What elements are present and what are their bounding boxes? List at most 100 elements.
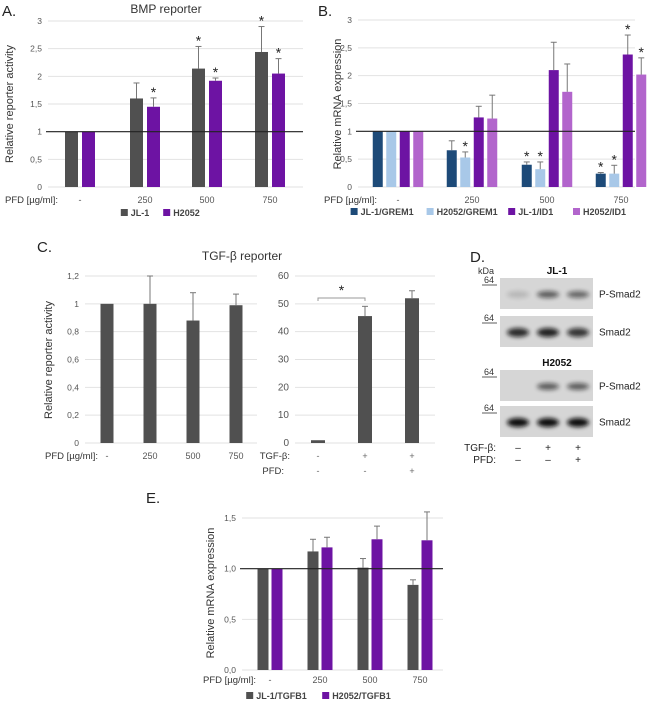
bar	[421, 540, 433, 670]
y-axis-label: Relative reporter activity	[4, 45, 16, 163]
y-tick-label: 2,5	[30, 44, 42, 54]
category-label: 500	[185, 451, 200, 461]
legend-swatch	[350, 208, 358, 215]
bar	[521, 164, 532, 187]
bar	[255, 51, 268, 188]
protein-label: P-Smad2	[599, 382, 641, 393]
bar	[147, 106, 160, 187]
category-label: +	[362, 451, 367, 461]
kda-marker: 64	[484, 403, 494, 413]
condition-value: +	[575, 443, 581, 454]
blot-band	[537, 328, 559, 337]
x-axis-label: PFD [µg/ml]:	[45, 451, 98, 462]
bar	[407, 584, 419, 670]
kda-marker: 64	[484, 313, 494, 323]
bar	[372, 131, 383, 187]
legend-swatch	[573, 208, 580, 215]
legend-item: H2052/TGFB1	[322, 691, 391, 701]
chart-title: BMP reporter	[130, 2, 201, 16]
y-tick-label: 3	[37, 16, 42, 26]
row-label: PFD:	[262, 466, 284, 477]
western-blot: kDa JL-1 64 P-Smad2 64 Smad2 H2052 64 P-Smad2 64 S…	[464, 266, 641, 466]
significance-bracket	[317, 297, 366, 301]
y-tick-label: 3	[347, 15, 352, 25]
condition-label: TGF-β:	[464, 443, 496, 454]
blot-band	[507, 291, 529, 298]
blot-band	[537, 383, 559, 390]
y-tick-label: 0,2	[67, 410, 79, 420]
significance-star: *	[463, 138, 469, 154]
legend-item: JL-1/GREM1	[350, 207, 414, 217]
legend-item: JL-1/TGFB1	[246, 691, 307, 701]
blot-band	[567, 328, 589, 337]
y-tick-label: 40	[278, 327, 290, 338]
kda-label: kDa	[478, 266, 494, 276]
panel-label-e: E.	[146, 490, 160, 507]
significance-star: *	[524, 148, 530, 164]
bar	[595, 173, 606, 187]
category-label: 750	[228, 451, 243, 461]
cell-line-label: H2052	[542, 358, 572, 369]
panel-label-b: B.	[318, 3, 332, 20]
category-label: 250	[137, 195, 152, 205]
bar	[357, 567, 369, 670]
condition-value: +	[545, 443, 551, 454]
bar	[473, 117, 484, 187]
y-tick-label: 2,5	[340, 43, 352, 53]
significance-star: *	[612, 151, 618, 167]
y-tick-label: 50	[278, 299, 290, 310]
y-tick-label: 1,2	[67, 271, 79, 281]
legend-label: H2052	[173, 208, 200, 218]
y-tick-label: 0,5	[30, 154, 42, 164]
kda-marker: 64	[484, 367, 494, 377]
y-tick-label: 0,8	[67, 327, 79, 337]
protein-label: Smad2	[599, 328, 631, 339]
y-tick-label: 0	[37, 182, 42, 192]
panel-label-d: D.	[470, 249, 485, 266]
blot-band	[567, 418, 589, 427]
chart-4: 0,0 0,5 1,0 1,5 Relative mRNA expression - 250…	[203, 511, 443, 701]
y-tick-label: 1	[347, 126, 352, 136]
panel-label-c: C.	[37, 239, 52, 256]
category-label: -	[397, 195, 400, 205]
legend-swatch	[120, 209, 128, 216]
significance-star: *	[213, 64, 219, 80]
legend-swatch	[508, 208, 516, 215]
bar	[100, 303, 114, 443]
category-label: 750	[613, 195, 628, 205]
significance-star: *	[259, 13, 265, 29]
blot-band	[507, 418, 529, 427]
condition-value: +	[575, 455, 581, 466]
bar	[413, 131, 424, 187]
bar	[65, 131, 78, 187]
y-tick-label: 0	[283, 438, 289, 449]
y-tick-label: 20	[278, 382, 290, 393]
y-tick-label: 0	[74, 438, 79, 448]
bar	[446, 150, 457, 187]
y-tick-label: 60	[278, 271, 290, 282]
blot-band	[537, 291, 559, 298]
kda-marker: 64	[484, 275, 494, 285]
category-label: -	[269, 675, 272, 685]
blot-band	[567, 291, 589, 298]
bar	[82, 131, 95, 187]
y-axis-label: Relative reporter activity	[43, 301, 55, 419]
x-axis-label: PFD [µg/ml]:	[324, 195, 377, 206]
category-label: +	[409, 451, 414, 461]
y-tick-label: 30	[278, 355, 290, 366]
x-axis-label: PFD [µg/ml]:	[203, 675, 256, 686]
y-tick-label: 0,5	[224, 614, 236, 624]
bar	[636, 74, 647, 187]
y-tick-label: 1	[74, 299, 79, 309]
legend-label: JL-1	[131, 208, 150, 218]
significance-star: *	[151, 84, 157, 100]
bar	[609, 173, 620, 187]
y-tick-label: 0	[347, 182, 352, 192]
chart-1: 0 0,5 1 1,5 2 2,5 3 Relative mRNA expression * * *…	[324, 15, 647, 217]
protein-label: Smad2	[599, 418, 631, 429]
condition-value: –	[515, 455, 521, 466]
y-axis-label: Relative mRNA expression	[205, 528, 217, 659]
category-label: -	[106, 451, 109, 461]
y-tick-label: 2	[37, 71, 42, 81]
significance-star: *	[598, 159, 604, 175]
